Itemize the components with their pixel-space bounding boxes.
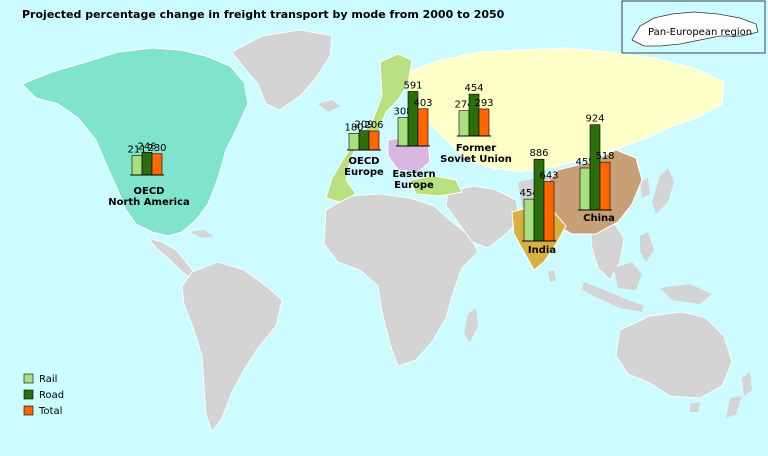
pan-european-inset: Pan-European region xyxy=(621,0,766,54)
bar-value-label: 180 xyxy=(344,122,363,133)
region-label: Soviet Union xyxy=(440,154,512,165)
bar-value-label: 886 xyxy=(529,148,548,159)
bar-total xyxy=(543,181,555,242)
region-label: OECD xyxy=(134,186,165,197)
new-zealand-south-land xyxy=(726,396,742,418)
map-title: Projected percentage change in freight t… xyxy=(22,8,505,21)
region-label: Former xyxy=(456,143,496,154)
middle-east-land xyxy=(445,185,521,249)
bar-total xyxy=(368,130,380,151)
bar-value-label: 308 xyxy=(393,107,412,118)
region-label: Eastern xyxy=(392,169,435,180)
south-america-land xyxy=(181,261,283,433)
bar-value-label: 293 xyxy=(474,98,493,109)
tasmania-land xyxy=(690,402,700,412)
bar-value-label: 209 xyxy=(354,120,373,131)
bar-rail xyxy=(131,155,143,176)
bar-value-label: 454 xyxy=(464,83,483,94)
legend-swatch-rail xyxy=(23,373,34,384)
philippines-land xyxy=(640,232,654,262)
new-guinea-land xyxy=(660,284,712,304)
legend-label-road: Road xyxy=(39,390,64,401)
bar-rail xyxy=(523,198,535,242)
legend-label-total: Total xyxy=(38,406,62,417)
bar-value-label: 454 xyxy=(519,188,538,199)
indonesia-land xyxy=(582,282,644,312)
bar-road xyxy=(141,151,153,176)
legend-label-rail: Rail xyxy=(39,374,57,385)
madagascar-land xyxy=(464,308,478,342)
bar-value-label: 518 xyxy=(595,151,614,162)
region-label: North America xyxy=(108,197,190,208)
bar-rail xyxy=(348,133,360,151)
new-zealand-land xyxy=(742,372,752,396)
bar-value-label: 924 xyxy=(585,114,604,125)
bar-value-label: 246 xyxy=(137,141,156,152)
korea-land xyxy=(640,178,650,198)
legend-swatch-total xyxy=(23,405,34,416)
japan-land xyxy=(652,168,674,214)
bar-value-label: 206 xyxy=(364,120,383,131)
borneo-land xyxy=(614,262,642,290)
former-soviet-union-region xyxy=(407,47,725,173)
north-america-region xyxy=(21,47,249,237)
greenland-land xyxy=(231,29,333,111)
bar-total xyxy=(417,108,429,147)
bar-rail xyxy=(579,167,591,211)
bar-road xyxy=(358,130,370,151)
bar-value-label: 230 xyxy=(147,143,166,154)
bar-value-label: 403 xyxy=(413,98,432,109)
bar-rail xyxy=(397,117,409,147)
bar-road xyxy=(589,124,601,211)
bar-value-label: 591 xyxy=(403,80,422,91)
turkey-region xyxy=(409,175,463,197)
inset-label: Pan-European region xyxy=(648,27,752,38)
bar-value-label: 643 xyxy=(539,171,558,182)
region-chart: 454 886 643 India xyxy=(519,148,558,256)
bar-value-label: 274 xyxy=(454,100,473,111)
iceland-land xyxy=(318,100,340,112)
bar-rail xyxy=(458,110,470,137)
bar-total xyxy=(478,108,490,137)
africa-land xyxy=(323,193,479,367)
bar-value-label: 211 xyxy=(127,145,146,156)
highlighted-regions xyxy=(21,47,725,271)
region-label: OECD xyxy=(349,156,380,167)
inset-europe-outline xyxy=(631,11,759,47)
legend-swatch-road xyxy=(23,389,34,400)
bar-value-label: 455 xyxy=(575,157,594,168)
caribbean-land xyxy=(190,230,214,238)
region-label: India xyxy=(528,245,556,256)
region-label: Europe xyxy=(394,180,434,191)
bar-total xyxy=(599,161,611,211)
legend: Rail Road Total xyxy=(23,373,64,417)
region-label: China xyxy=(583,213,615,224)
sri-lanka-land xyxy=(548,270,556,282)
region-chart: 455 924 518 China xyxy=(575,114,614,224)
region-label: Europe xyxy=(344,167,384,178)
bar-total xyxy=(151,153,163,176)
australia-land xyxy=(615,311,733,399)
